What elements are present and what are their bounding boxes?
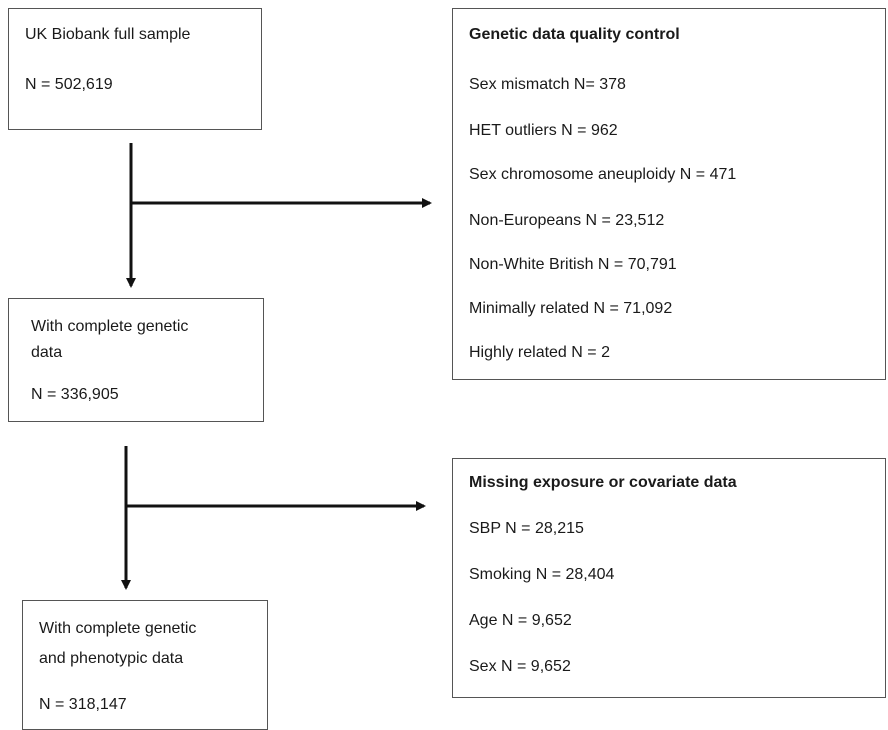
genetic-qc-title: Genetic data quality control bbox=[469, 26, 680, 43]
missing-data-title: Missing exposure or covariate data bbox=[469, 474, 737, 491]
final-sample-line2: and phenotypic data bbox=[39, 650, 184, 667]
missing-data-box: Missing exposure or covariate data SBP N… bbox=[452, 458, 886, 698]
missing-item-sbp: SBP N = 28,215 bbox=[469, 520, 584, 537]
qc-item-het-outliers: HET outliers N = 962 bbox=[469, 122, 618, 139]
final-sample-line1: With complete genetic bbox=[39, 620, 197, 637]
qc-item-sex-mismatch: Sex mismatch N= 378 bbox=[469, 76, 626, 93]
complete-genetic-line2: data bbox=[31, 344, 63, 361]
missing-item-age: Age N = 9,652 bbox=[469, 612, 572, 629]
final-sample-box: With complete genetic and phenotypic dat… bbox=[22, 600, 268, 730]
full-sample-box: UK Biobank full sample N = 502,619 bbox=[8, 8, 262, 130]
qc-item-highly-related: Highly related N = 2 bbox=[469, 344, 610, 361]
qc-item-aneuploidy: Sex chromosome aneuploidy N = 471 bbox=[469, 166, 737, 183]
qc-item-non-europeans: Non-Europeans N = 23,512 bbox=[469, 212, 665, 229]
qc-item-non-white-british: Non-White British N = 70,791 bbox=[469, 256, 677, 273]
complete-genetic-box: With complete genetic data N = 336,905 bbox=[8, 298, 264, 422]
genetic-qc-box: Genetic data quality control Sex mismatc… bbox=[452, 8, 886, 380]
full-sample-count: N = 502,619 bbox=[25, 76, 113, 93]
final-sample-count: N = 318,147 bbox=[39, 696, 127, 713]
complete-genetic-line1: With complete genetic bbox=[31, 318, 189, 335]
missing-item-smoking: Smoking N = 28,404 bbox=[469, 566, 615, 583]
complete-genetic-count: N = 336,905 bbox=[31, 386, 119, 403]
qc-item-minimally-related: Minimally related N = 71,092 bbox=[469, 300, 673, 317]
missing-item-sex: Sex N = 9,652 bbox=[469, 658, 571, 675]
full-sample-title: UK Biobank full sample bbox=[25, 26, 191, 43]
